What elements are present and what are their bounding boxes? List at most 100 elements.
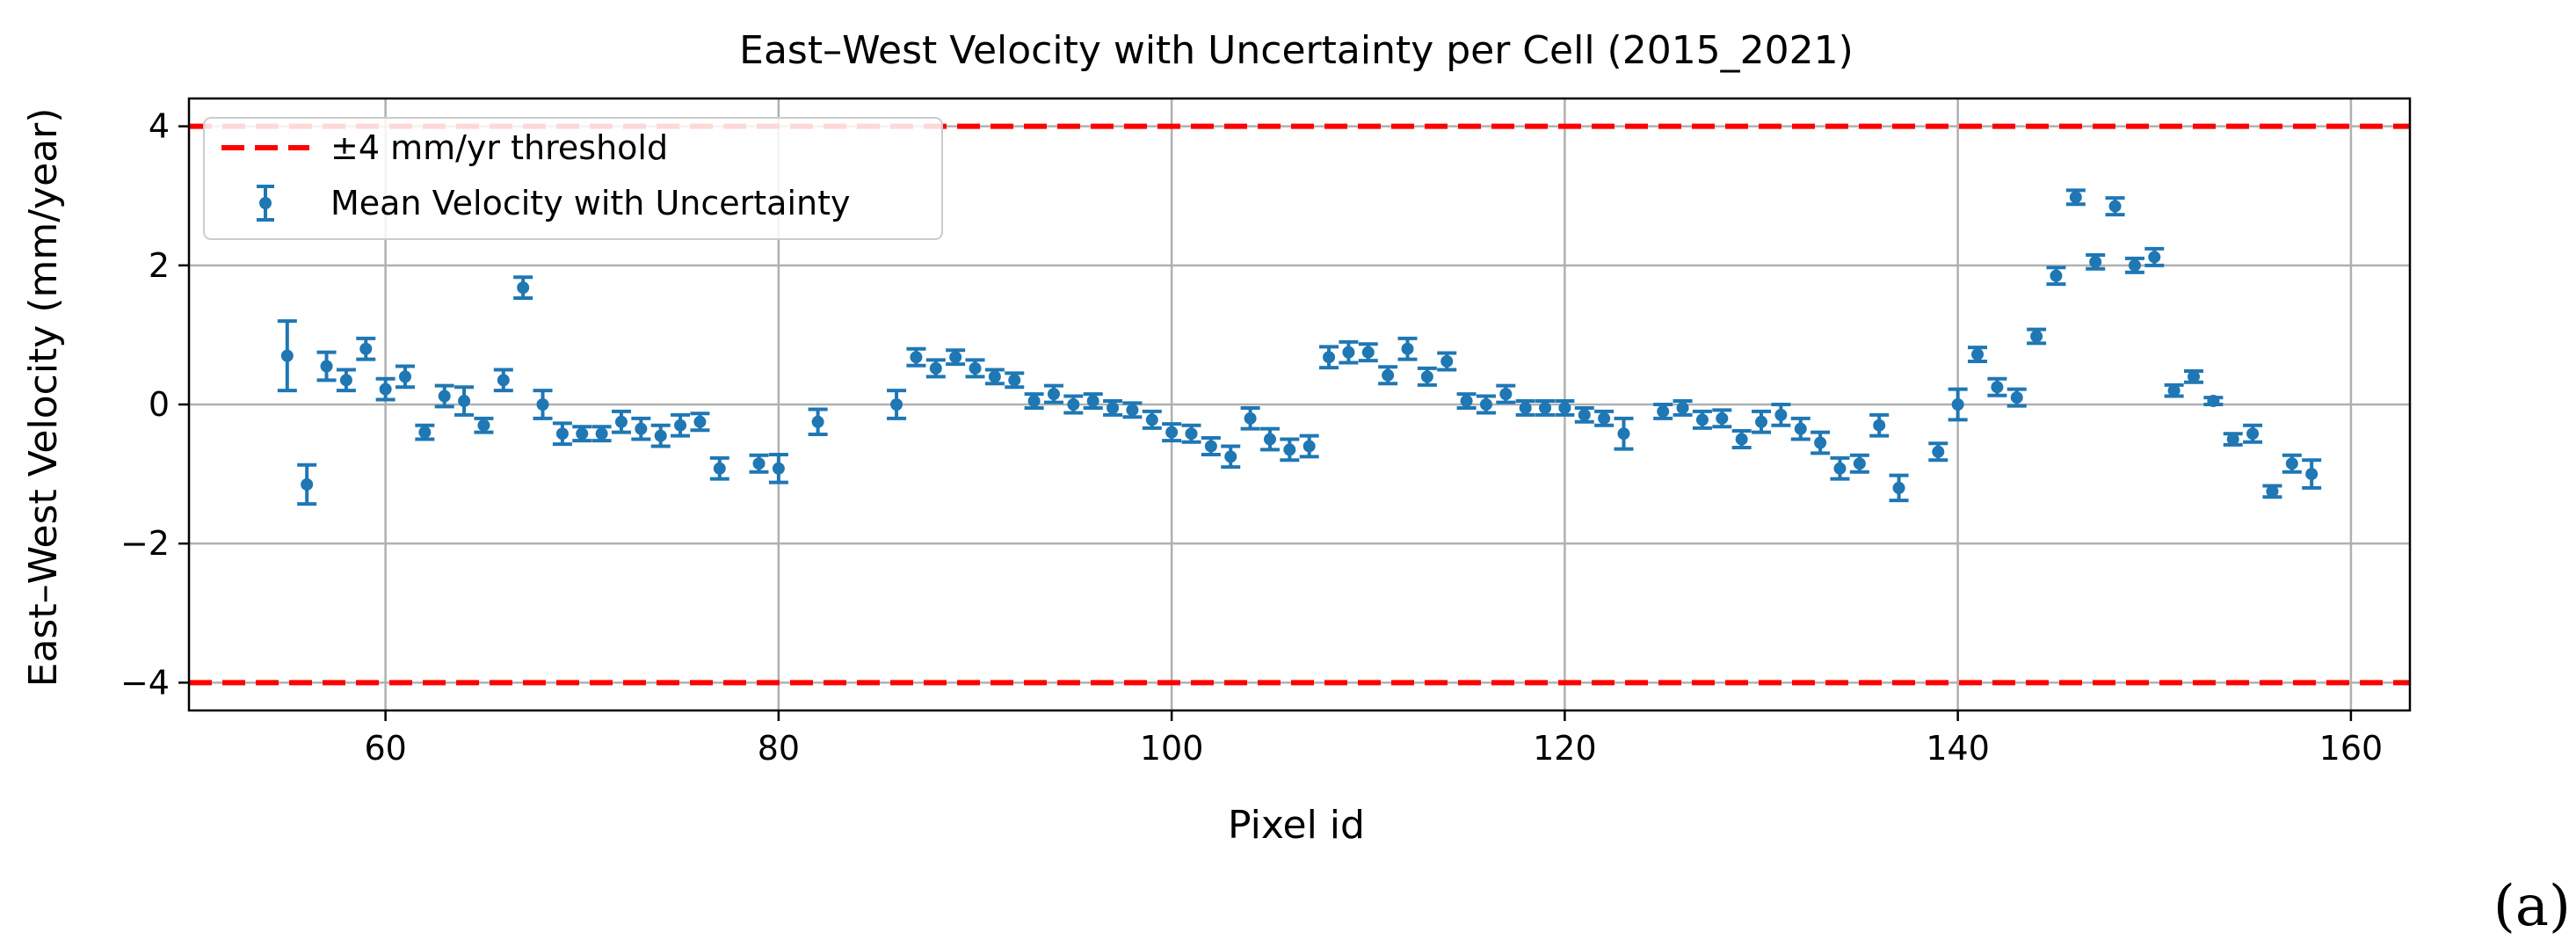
data-point	[654, 429, 667, 442]
data-point	[1499, 388, 1513, 401]
error-bar-point	[1142, 409, 1162, 430]
error-bar-point	[1574, 405, 1594, 424]
error-bar-point	[946, 348, 966, 367]
legend-box	[203, 117, 943, 240]
data-point	[320, 360, 333, 373]
legend: ±4 mm/yr threshold Mean Velocity with Un…	[203, 117, 943, 240]
data-points	[277, 188, 2322, 506]
data-point	[1617, 427, 1630, 441]
data-point	[1460, 395, 1473, 408]
legend-threshold-label: ±4 mm/yr threshold	[330, 128, 668, 167]
data-point	[949, 351, 962, 364]
data-point	[2089, 255, 2102, 268]
data-point	[1971, 348, 1985, 361]
data-point	[1283, 443, 1296, 456]
data-point	[811, 415, 824, 428]
data-point	[693, 415, 707, 428]
data-point	[1401, 342, 1414, 355]
data-point	[2246, 427, 2260, 441]
error-bar-point	[808, 407, 828, 437]
error-bar-point	[1319, 345, 1339, 370]
error-bar-point	[1280, 437, 1300, 463]
data-point	[1244, 412, 1257, 425]
data-point	[2030, 330, 2043, 343]
error-bar-point	[1712, 408, 1732, 429]
error-bar-point	[1024, 392, 1044, 410]
data-point	[1598, 412, 1611, 425]
data-point	[1676, 401, 1689, 414]
error-bar-point	[2262, 484, 2282, 499]
data-point	[339, 374, 352, 387]
error-bar-point	[316, 350, 337, 382]
data-point	[1027, 395, 1041, 408]
data-point	[1695, 413, 1709, 426]
data-point	[1716, 412, 1729, 425]
error-bar-point	[375, 376, 395, 402]
error-bar-point	[1771, 403, 1791, 427]
data-point	[576, 427, 589, 441]
data-point	[398, 370, 411, 383]
data-point	[988, 370, 1001, 383]
error-bar-point	[474, 416, 494, 434]
data-point	[2285, 457, 2298, 470]
error-bar-point	[1673, 399, 1693, 417]
error-bar-point	[984, 368, 1005, 386]
error-bar-point	[2086, 252, 2106, 271]
data-point	[752, 457, 766, 470]
error-bar-point	[1692, 409, 1712, 430]
panel-label: (a)	[2493, 874, 2571, 939]
data-point	[1382, 368, 1395, 382]
error-bar-point	[1181, 423, 1201, 444]
error-bar-point	[434, 383, 454, 409]
data-point	[2050, 269, 2063, 282]
data-point	[1479, 398, 1492, 411]
error-bar-point	[1240, 405, 1260, 431]
data-point	[2108, 200, 2122, 213]
data-point	[1814, 436, 1827, 449]
data-point	[674, 419, 687, 432]
error-bar-point	[1043, 383, 1063, 404]
data-point	[379, 382, 392, 396]
data-point	[1323, 351, 1336, 364]
data-point	[2148, 251, 2161, 264]
error-bar-point	[1987, 376, 2007, 397]
data-point	[1107, 401, 1120, 414]
error-bar-point	[2105, 196, 2125, 217]
axis-ticks: 60 80 100 120 140 160 −4 −2 0 2 4	[120, 107, 2383, 768]
data-point	[1853, 457, 1866, 470]
error-bar-point	[1456, 392, 1477, 410]
data-point	[929, 361, 942, 375]
error-bar-point	[650, 423, 671, 448]
error-bar-point	[749, 453, 769, 474]
data-point	[1519, 401, 1532, 414]
error-bar-point	[454, 385, 475, 417]
data-point	[1833, 462, 1847, 475]
error-bar-point	[2065, 188, 2086, 207]
error-bar-point	[887, 389, 907, 420]
error-bar-point	[1005, 371, 1025, 390]
error-bar-point	[1830, 455, 1850, 481]
data-point	[1086, 395, 1099, 408]
error-bar-point	[1339, 339, 1359, 365]
error-bar-point	[690, 412, 710, 433]
error-bar-point	[1083, 392, 1103, 410]
error-bar-point	[1515, 399, 1535, 417]
x-tick-label: 120	[1533, 729, 1597, 768]
error-bar-point	[513, 275, 533, 300]
data-point	[1263, 433, 1276, 446]
data-point	[2010, 391, 2023, 404]
data-point	[1794, 422, 1807, 435]
error-bar-point	[1849, 453, 1869, 474]
data-point	[2266, 484, 2279, 498]
error-bar-point	[2027, 327, 2047, 346]
data-point	[2167, 384, 2181, 397]
x-tick-label: 60	[364, 729, 406, 768]
legend-series-label: Mean Velocity with Uncertainty	[330, 184, 850, 222]
error-bar-point	[1201, 435, 1221, 456]
data-point	[2226, 433, 2239, 446]
data-point	[1892, 481, 1905, 494]
error-bar-point	[1063, 394, 1084, 415]
error-bar-point	[2124, 256, 2144, 274]
data-point	[635, 422, 648, 435]
data-point	[1539, 401, 1552, 414]
